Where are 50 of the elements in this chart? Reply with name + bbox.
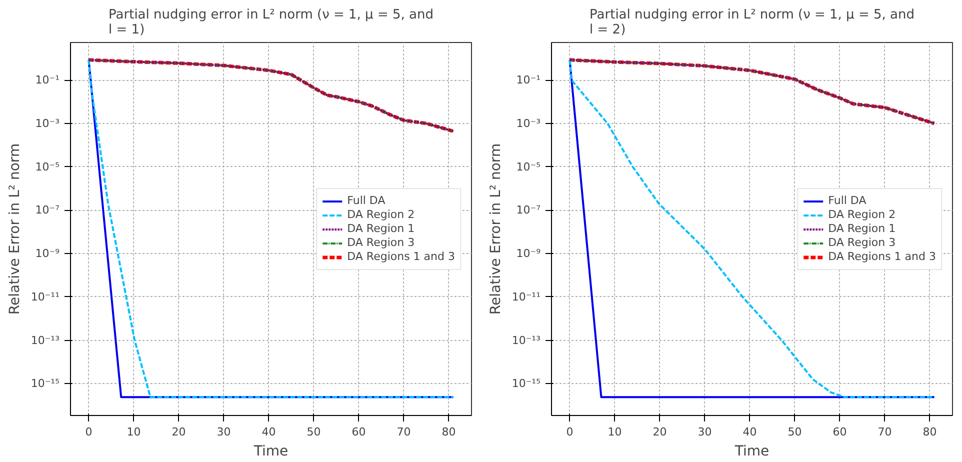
legend-label: Full DA	[828, 194, 866, 208]
legend-label: DA Region 2	[828, 208, 896, 222]
x-axis-title: Time	[734, 444, 770, 460]
x-tick-label: 60	[832, 426, 847, 438]
y-tick-label: 10⁻¹	[516, 74, 541, 87]
x-tick-label: 50	[306, 426, 321, 438]
x-tick-label: 10	[126, 426, 141, 438]
x-tick-label: 80	[922, 426, 937, 438]
x-tick-label: 70	[396, 426, 411, 438]
x-tick-label: 30	[698, 426, 712, 438]
y-tick-label: 10⁻⁷	[35, 204, 60, 217]
x-tick-label: 0	[85, 426, 92, 438]
y-tick-label: 10⁻¹¹	[30, 290, 60, 304]
x-tick-label: 30	[216, 426, 231, 438]
y-tick-label: 10⁻⁹	[516, 247, 541, 260]
y-tick-label: 10⁻¹¹	[512, 290, 540, 304]
y-tick-label: 10⁻¹	[35, 74, 60, 87]
chart-title: Partial nudging error in L² norm (ν = 1, μ = 5, and l = 1)	[108, 8, 434, 38]
legend-label: DA Regions 1 and 3	[347, 250, 455, 264]
legend-label: DA Region 2	[347, 208, 415, 222]
legend-label: DA Region 3	[347, 236, 415, 250]
x-tick-label: 80	[442, 426, 456, 438]
y-tick-label: 10⁻¹⁵	[512, 377, 540, 390]
x-axis-title: Time	[252, 444, 288, 460]
y-tick-label: 10⁻¹⁵	[30, 377, 60, 390]
y-tick-label: 10⁻³	[35, 116, 60, 130]
y-tick-label: 10⁻⁵	[35, 160, 60, 174]
x-tick-label: 0	[566, 426, 574, 438]
y-tick-label: 10⁻¹³	[30, 334, 60, 347]
y-tick-label: 10⁻³	[516, 116, 541, 130]
x-tick-label: 10	[608, 426, 622, 438]
x-tick-label: 20	[172, 426, 186, 438]
x-tick-label: 60	[352, 426, 366, 438]
legend-label: DA Region 3	[828, 236, 896, 250]
y-tick-label: 10⁻⁹	[35, 247, 60, 260]
legend-label: Full DA	[347, 194, 386, 208]
y-tick-label: 10⁻⁷	[516, 204, 541, 217]
x-tick-label: 40	[742, 426, 757, 438]
y-axis-title: Relative Error in L² norm	[488, 143, 504, 315]
legend-label: DA Regions 1 and 3	[828, 250, 936, 264]
legend-label: DA Region 1	[828, 222, 896, 236]
y-axis-title: Relative Error in L² norm	[6, 143, 23, 315]
x-tick-label: 20	[652, 426, 667, 438]
y-tick-label: 10⁻¹³	[512, 334, 540, 347]
x-tick-label: 70	[878, 426, 892, 438]
y-tick-label: 10⁻⁵	[516, 160, 541, 174]
chart-title: Partial nudging error in L² norm (ν = 1, μ = 5, and l = 2)	[590, 8, 914, 38]
x-tick-label: 40	[262, 426, 276, 438]
legend-label: DA Region 1	[347, 222, 415, 236]
x-tick-label: 50	[788, 426, 802, 438]
